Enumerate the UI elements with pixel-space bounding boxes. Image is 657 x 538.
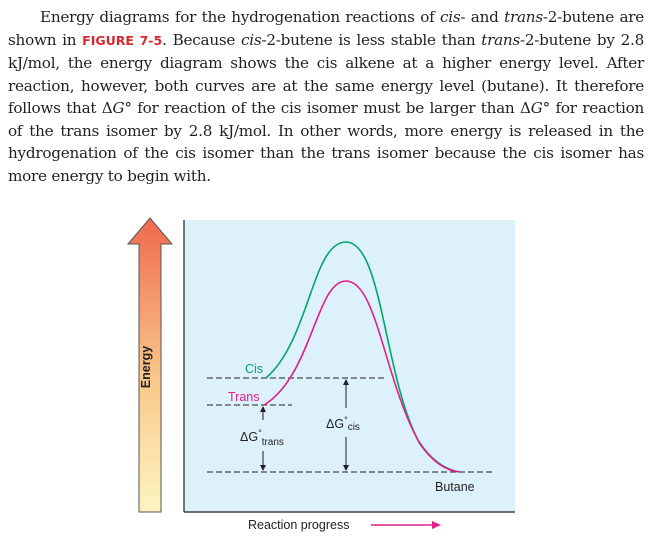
italic-trans: trans xyxy=(481,30,520,49)
body-paragraph: Energy diagrams for the hydrogenation re… xyxy=(8,6,644,187)
text-seg: . Because xyxy=(162,30,242,49)
dg-cis-arrowhead-down xyxy=(343,465,349,471)
italic-trans: trans xyxy=(504,8,543,26)
energy-axis-label: Energy xyxy=(139,346,153,388)
diagram-panel xyxy=(184,220,515,512)
butane-label: Butane xyxy=(435,480,475,494)
dg-trans-subscript: trans xyxy=(262,437,284,448)
degree-sign: ° xyxy=(344,415,348,425)
progress-arrowhead xyxy=(432,521,441,529)
text-seg: ° for reaction of the cis isomer must be… xyxy=(124,99,531,117)
dg-symbol: ΔG xyxy=(326,417,344,431)
figure-reference: FIGURE 7-5 xyxy=(82,32,163,48)
dg-symbol: ΔG xyxy=(240,430,258,444)
text-seg: -2-butene are shown in xyxy=(8,8,645,49)
x-axis-label: Reaction progress xyxy=(248,518,349,532)
degree-sign: ° xyxy=(258,428,262,438)
dg-trans-arrowhead-down xyxy=(260,465,266,471)
text-seg: - and xyxy=(460,8,505,26)
text-seg: ° for reaction of the trans isomer by 2.… xyxy=(8,99,644,185)
dg-cis-label: ΔG°cis xyxy=(326,415,360,433)
italic-cis: cis xyxy=(439,8,461,26)
cis-label: Cis xyxy=(245,362,263,376)
text-seg: Energy diagrams for the hydrogenation re… xyxy=(40,8,440,26)
dg-cis-subscript: cis xyxy=(348,422,360,433)
energy-axis-arrow xyxy=(126,217,174,513)
italic-g: G xyxy=(112,99,125,117)
trans-curve xyxy=(263,280,461,473)
trans-label: Trans xyxy=(228,390,260,404)
text-seg: -2-butene is less stable than xyxy=(261,30,482,49)
dg-trans-label: ΔG°trans xyxy=(240,428,284,448)
italic-g: G xyxy=(530,99,543,117)
text-seg: -2-butene by 2.8 kJ/mol, the energy diag… xyxy=(8,30,645,118)
dg-trans-arrowhead-up xyxy=(260,406,266,412)
dg-cis-arrowhead-up xyxy=(343,379,349,385)
italic-cis: cis xyxy=(241,30,262,49)
